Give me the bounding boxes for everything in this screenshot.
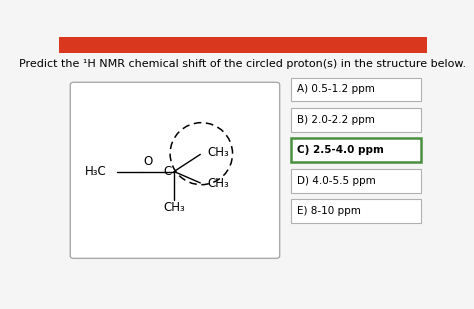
Text: D) 4.0-5.5 ppm: D) 4.0-5.5 ppm [297, 176, 376, 186]
Text: CH₃: CH₃ [208, 146, 229, 159]
Text: C) 2.5-4.0 ppm: C) 2.5-4.0 ppm [297, 145, 384, 155]
Text: E) 8-10 ppm: E) 8-10 ppm [297, 206, 361, 216]
Text: CH₃: CH₃ [208, 177, 229, 190]
Text: CH₃: CH₃ [163, 201, 185, 214]
FancyBboxPatch shape [291, 169, 421, 193]
Text: B) 2.0-2.2 ppm: B) 2.0-2.2 ppm [297, 115, 375, 125]
Text: C: C [164, 165, 172, 178]
FancyBboxPatch shape [291, 78, 421, 101]
Bar [59, 37, 427, 53]
FancyBboxPatch shape [291, 199, 421, 223]
FancyBboxPatch shape [291, 138, 421, 162]
FancyBboxPatch shape [70, 82, 280, 258]
Text: A) 0.5-1.2 ppm: A) 0.5-1.2 ppm [297, 84, 375, 95]
Text: O: O [143, 154, 153, 167]
FancyBboxPatch shape [291, 108, 421, 132]
Text: Predict the ¹H NMR chemical shift of the circled proton(s) in the structure belo: Predict the ¹H NMR chemical shift of the… [19, 59, 466, 70]
Text: H₃C: H₃C [85, 165, 106, 178]
